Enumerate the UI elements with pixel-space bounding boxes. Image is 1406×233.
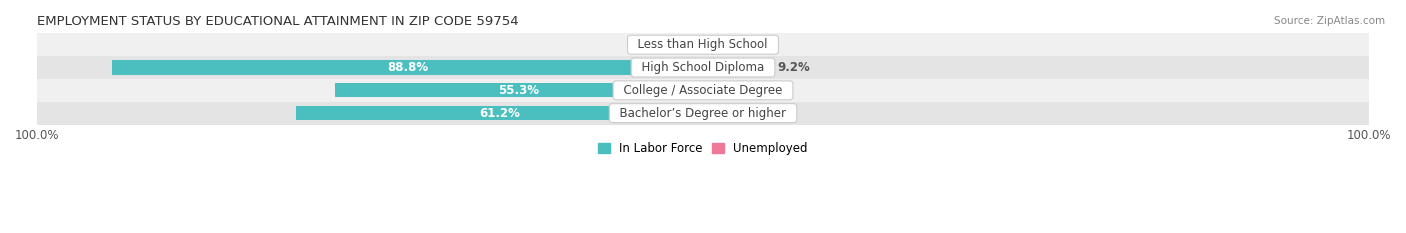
Legend: In Labor Force, Unemployed: In Labor Force, Unemployed xyxy=(593,137,813,160)
Text: High School Diploma: High School Diploma xyxy=(634,61,772,74)
Text: Bachelor’s Degree or higher: Bachelor’s Degree or higher xyxy=(612,107,794,120)
Text: 0.0%: 0.0% xyxy=(723,38,755,51)
Text: 61.2%: 61.2% xyxy=(479,107,520,120)
Bar xyxy=(37,79,1369,102)
Bar xyxy=(112,61,703,75)
Text: 55.3%: 55.3% xyxy=(498,84,540,97)
Text: EMPLOYMENT STATUS BY EDUCATIONAL ATTAINMENT IN ZIP CODE 59754: EMPLOYMENT STATUS BY EDUCATIONAL ATTAINM… xyxy=(37,15,519,28)
Bar xyxy=(37,56,1369,79)
Text: 88.8%: 88.8% xyxy=(387,61,427,74)
Bar xyxy=(37,33,1369,56)
Text: Source: ZipAtlas.com: Source: ZipAtlas.com xyxy=(1274,16,1385,26)
Text: 9.2%: 9.2% xyxy=(778,61,810,74)
Bar xyxy=(295,106,703,120)
Text: 0.0%: 0.0% xyxy=(651,38,683,51)
Bar xyxy=(703,61,765,75)
Bar xyxy=(335,83,703,97)
Text: 3.1%: 3.1% xyxy=(737,84,769,97)
Text: Less than High School: Less than High School xyxy=(630,38,776,51)
Bar xyxy=(37,102,1369,124)
Text: 0.0%: 0.0% xyxy=(723,107,755,120)
Bar xyxy=(703,83,724,97)
Text: College / Associate Degree: College / Associate Degree xyxy=(616,84,790,97)
